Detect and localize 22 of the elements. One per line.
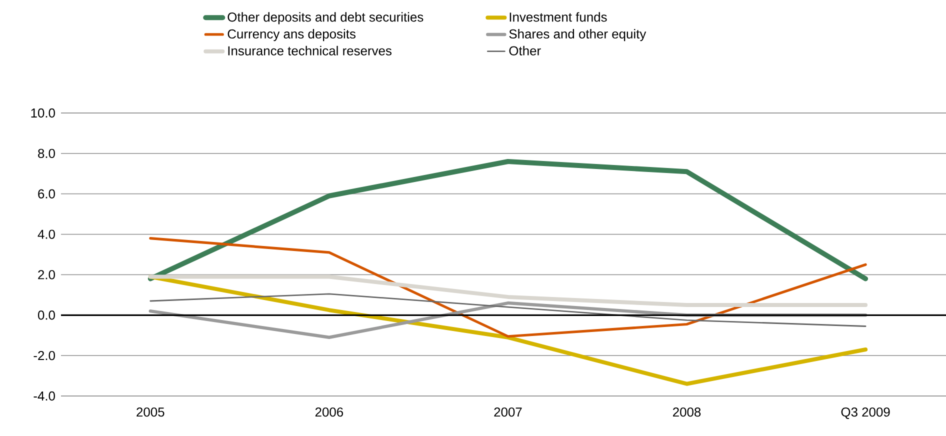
x-tick-label: Q3 2009 [841, 407, 890, 419]
legend-label: Other [509, 46, 541, 56]
y-tick-label: 8.0 [38, 148, 55, 158]
legend-label: Shares and other equity [509, 29, 646, 42]
line-series [149, 237, 867, 338]
legend-label: Other deposits and debt securities [228, 12, 424, 24]
y-tick-label: 6.0 [38, 189, 55, 198]
legend-label: Investment funds [510, 12, 607, 22]
y-tick-label: 0.0 [38, 310, 55, 320]
y-tick-label: 10.0 [31, 108, 55, 118]
x-tick-label: 2007 [494, 407, 522, 417]
x-tick-label: 2006 [315, 407, 344, 417]
line-series [150, 293, 866, 327]
line-series [148, 301, 868, 339]
y-tick-label: -2.0 [34, 350, 55, 360]
legend-label: Currency ans deposits [228, 29, 356, 42]
y-tick-label: 4.0 [38, 230, 55, 239]
y-tick-label: -4.0 [34, 391, 55, 401]
y-tick-label: 2.0 [38, 270, 55, 280]
x-tick-label: 2008 [673, 407, 701, 417]
legend-label: Insurance technical reserves [228, 46, 392, 56]
x-tick-label: 2005 [136, 407, 164, 417]
